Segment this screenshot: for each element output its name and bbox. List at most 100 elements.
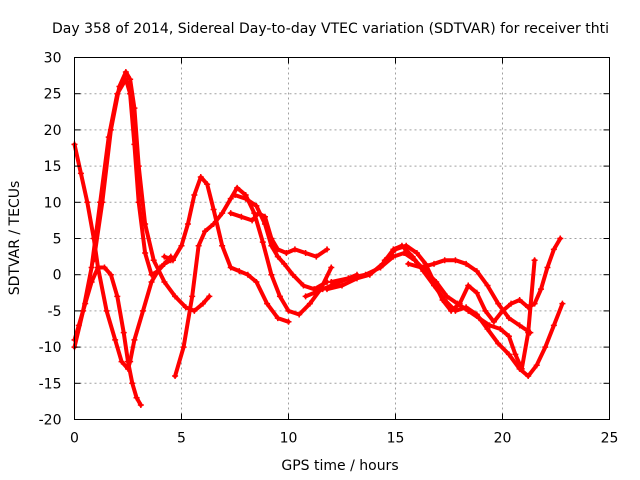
data-point bbox=[482, 307, 489, 314]
series-arc-2 bbox=[71, 76, 174, 351]
data-point bbox=[525, 304, 532, 311]
data-point bbox=[191, 307, 198, 314]
data-point bbox=[328, 264, 335, 271]
y-tick-label: 30 bbox=[44, 51, 62, 67]
data-point bbox=[544, 264, 551, 271]
data-point bbox=[405, 260, 412, 267]
data-point bbox=[77, 170, 84, 177]
data-point bbox=[274, 246, 281, 253]
data-point bbox=[452, 257, 459, 264]
series-arc-13 bbox=[302, 271, 360, 300]
data-point bbox=[508, 300, 515, 307]
data-point bbox=[283, 249, 290, 256]
data-point bbox=[300, 282, 307, 289]
data-point bbox=[285, 307, 292, 314]
data-point bbox=[413, 249, 420, 256]
data-point bbox=[219, 210, 226, 217]
data-point bbox=[161, 278, 168, 285]
data-point bbox=[227, 264, 234, 271]
data-point bbox=[324, 246, 331, 253]
data-point bbox=[475, 315, 482, 322]
data-point bbox=[249, 217, 256, 224]
y-tick-label: -5 bbox=[48, 304, 62, 320]
data-point bbox=[191, 192, 198, 199]
data-point bbox=[403, 242, 410, 249]
data-point bbox=[161, 253, 168, 260]
data-point bbox=[127, 76, 134, 83]
data-point bbox=[336, 278, 343, 285]
data-point bbox=[227, 195, 234, 202]
data-point bbox=[129, 380, 136, 387]
y-tick-label: 25 bbox=[44, 87, 62, 103]
data-point bbox=[125, 358, 131, 365]
data-point bbox=[302, 293, 309, 300]
data-point bbox=[285, 318, 292, 325]
y-tick-labels: -20 -15 -10 -5 0 5 10 15 20 25 30 bbox=[39, 51, 62, 429]
data-point bbox=[486, 322, 493, 329]
series-arc-12 bbox=[405, 257, 534, 336]
y-tick-label: 0 bbox=[53, 268, 62, 284]
data-point bbox=[142, 249, 149, 256]
data-point bbox=[381, 257, 388, 264]
series-layer bbox=[71, 68, 566, 409]
data-point bbox=[289, 271, 296, 278]
data-point bbox=[463, 260, 470, 267]
data-point bbox=[82, 300, 89, 307]
data-point bbox=[253, 202, 260, 209]
series-line bbox=[72, 142, 173, 371]
data-point bbox=[210, 206, 217, 213]
data-point bbox=[550, 246, 557, 253]
data-point bbox=[557, 235, 564, 242]
data-point bbox=[234, 184, 241, 191]
data-point bbox=[120, 329, 127, 336]
data-point bbox=[264, 300, 271, 307]
data-point bbox=[505, 315, 512, 322]
y-tick-label: -15 bbox=[39, 376, 62, 392]
data-point bbox=[392, 246, 399, 253]
data-point bbox=[242, 195, 249, 202]
series-line bbox=[72, 265, 143, 407]
data-point bbox=[276, 293, 283, 300]
data-point bbox=[139, 307, 146, 314]
data-point bbox=[131, 336, 138, 343]
data-point bbox=[107, 126, 114, 133]
data-point bbox=[259, 239, 266, 246]
data-point bbox=[107, 271, 114, 278]
x-axis-label: GPS time / hours bbox=[281, 458, 398, 474]
data-point bbox=[531, 300, 538, 307]
data-point bbox=[443, 293, 450, 300]
data-point bbox=[204, 181, 211, 188]
data-point bbox=[274, 253, 281, 260]
data-point bbox=[199, 300, 206, 307]
data-point bbox=[319, 286, 326, 293]
x-tick-labels: 0 5 10 15 20 25 bbox=[70, 431, 618, 447]
data-point bbox=[495, 300, 502, 307]
data-point bbox=[302, 249, 309, 256]
data-point bbox=[401, 249, 408, 256]
series-arc-3 bbox=[71, 264, 144, 409]
data-point bbox=[516, 297, 523, 304]
series-arc-6 bbox=[161, 173, 292, 325]
data-point bbox=[497, 326, 504, 332]
data-point bbox=[90, 257, 97, 264]
data-point bbox=[184, 221, 191, 228]
data-point bbox=[172, 373, 179, 380]
data-point bbox=[150, 257, 157, 264]
data-point bbox=[495, 340, 502, 347]
data-point bbox=[296, 311, 303, 318]
data-point bbox=[268, 271, 275, 278]
data-point bbox=[182, 304, 189, 311]
data-point bbox=[328, 282, 335, 289]
data-point bbox=[431, 260, 438, 267]
data-point bbox=[362, 271, 369, 278]
data-point bbox=[99, 199, 106, 206]
x-tick-label: 20 bbox=[494, 431, 512, 447]
data-point bbox=[255, 210, 262, 217]
data-point bbox=[244, 271, 251, 278]
data-point bbox=[236, 268, 243, 275]
data-point bbox=[418, 264, 425, 271]
data-point bbox=[527, 329, 534, 336]
y-tick-label: 5 bbox=[53, 232, 62, 248]
y-tick-label: 10 bbox=[44, 195, 62, 211]
x-tick-label: 15 bbox=[387, 431, 405, 447]
